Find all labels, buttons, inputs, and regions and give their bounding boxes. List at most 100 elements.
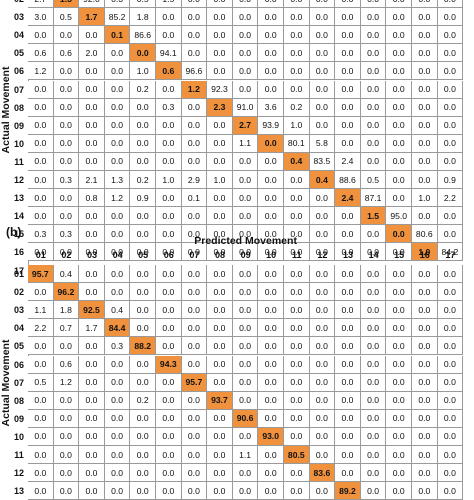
matrix-cell: 0.0 bbox=[181, 207, 208, 226]
matrix-cell: 0.0 bbox=[284, 464, 310, 483]
matrix-cell: 0.0 bbox=[258, 8, 284, 27]
matrix-cell-diagonal: 83.6 bbox=[309, 464, 336, 483]
matrix-cell: 0.0 bbox=[258, 0, 284, 9]
matrix-cell: 3.0 bbox=[28, 8, 54, 27]
matrix-cell: 0.0 bbox=[309, 0, 336, 9]
row-header: 05 bbox=[13, 48, 24, 59]
matrix-cell: 0.0 bbox=[53, 482, 80, 500]
matrix-cell: 0.0 bbox=[156, 152, 182, 171]
matrix-cell: 0.5 bbox=[28, 373, 54, 392]
matrix-cell: 0.0 bbox=[258, 243, 284, 262]
matrix-cell: 2.7 bbox=[28, 0, 54, 9]
matrix-cell: 0.0 bbox=[360, 98, 387, 117]
matrix-cell: 0.0 bbox=[258, 207, 284, 226]
matrix-cell: 0.0 bbox=[360, 319, 387, 338]
matrix-cell-diagonal: 0.0 bbox=[386, 225, 412, 244]
matrix-cell: 0.0 bbox=[360, 265, 387, 284]
matrix-cell: 0.0 bbox=[79, 225, 105, 244]
matrix-cell: 0.0 bbox=[309, 62, 336, 81]
matrix-cell: 0.0 bbox=[309, 427, 336, 446]
matrix-cell: 0.0 bbox=[386, 409, 412, 428]
matrix-cell: 0.0 bbox=[360, 26, 387, 45]
matrix-cell: 0.0 bbox=[258, 373, 284, 392]
matrix-cell: 0.0 bbox=[53, 243, 80, 262]
row-header: 13 bbox=[13, 193, 24, 204]
matrix-cell: 0.0 bbox=[309, 482, 336, 500]
matrix-cell: 2.2 bbox=[28, 319, 54, 338]
matrix-cell: 0.0 bbox=[156, 391, 182, 410]
matrix-cell: 1.2 bbox=[28, 62, 54, 81]
matrix-cell: 0.0 bbox=[28, 427, 54, 446]
matrix-cell: 0.0 bbox=[156, 243, 182, 262]
matrix-cell: 0.0 bbox=[28, 482, 54, 500]
matrix-cell: 0.0 bbox=[258, 464, 284, 483]
matrix-cell: 0.0 bbox=[284, 337, 310, 356]
matrix-cell: 2.4 bbox=[335, 152, 361, 171]
matrix-cell: 0.0 bbox=[181, 301, 208, 320]
matrix-cell: 0.0 bbox=[309, 283, 336, 302]
matrix-cell: 0.0 bbox=[309, 80, 336, 99]
matrix-cell: 0.0 bbox=[181, 337, 208, 356]
row-header: 17 bbox=[13, 265, 24, 276]
matrix-cell: 0.0 bbox=[130, 225, 156, 244]
matrix-cell: 91.0 bbox=[232, 98, 259, 117]
matrix-cell: 0.0 bbox=[232, 152, 259, 171]
matrix-cell: 0.0 bbox=[181, 8, 208, 27]
matrix-cell: 0.0 bbox=[360, 152, 387, 171]
column-header: 08 bbox=[214, 250, 225, 260]
matrix-cell: 0.0 bbox=[232, 8, 259, 27]
matrix-cell: 0.0 bbox=[258, 409, 284, 428]
matrix-cell: 0.0 bbox=[130, 116, 156, 135]
matrix-cell: 0.0 bbox=[130, 409, 156, 428]
matrix-cell: 0.0 bbox=[412, 152, 438, 171]
matrix-cell: 0.0 bbox=[79, 243, 105, 262]
matrix-cell: 0.0 bbox=[207, 225, 233, 244]
matrix-cell: 0.0 bbox=[232, 427, 259, 446]
matrix-cell-diagonal: 92.5 bbox=[79, 301, 105, 320]
matrix-cell: 0.0 bbox=[104, 152, 131, 171]
matrix-cell: 0.0 bbox=[207, 207, 233, 226]
matrix-cell: 0.0 bbox=[28, 446, 54, 465]
matrix-cell: 0.0 bbox=[181, 464, 208, 483]
matrix-cell-diagonal: 95.7 bbox=[28, 265, 54, 284]
matrix-cell: 0.0 bbox=[284, 482, 310, 500]
matrix-cell: 0.0 bbox=[360, 373, 387, 392]
matrix-cell: 1.2 bbox=[104, 189, 131, 208]
matrix-cell: 0.0 bbox=[284, 301, 310, 320]
matrix-cell-diagonal: 0.1 bbox=[104, 26, 131, 45]
matrix-cell: 0.0 bbox=[412, 373, 438, 392]
matrix-cell: 0.0 bbox=[437, 265, 464, 284]
matrix-cell: 0.0 bbox=[309, 409, 336, 428]
matrix-cell: 0.0 bbox=[412, 171, 438, 190]
matrix-cell: 0.3 bbox=[28, 225, 54, 244]
matrix-cell: 0.0 bbox=[156, 225, 182, 244]
matrix-cell: 0.0 bbox=[386, 427, 412, 446]
matrix-cell: 0.0 bbox=[412, 283, 438, 302]
matrix-cell: 0.0 bbox=[309, 446, 336, 465]
matrix-cell: 0.0 bbox=[130, 152, 156, 171]
matrix-cell: 0.0 bbox=[284, 355, 310, 374]
row-header: 11 bbox=[14, 156, 24, 167]
row-header: 12 bbox=[13, 175, 24, 186]
matrix-cell-diagonal: 1.0 bbox=[412, 243, 438, 262]
row-header: 15 bbox=[13, 229, 24, 240]
matrix-cell: 0.0 bbox=[232, 44, 259, 63]
matrix-cell: 1.7 bbox=[79, 319, 105, 338]
matrix-cell: 0.0 bbox=[207, 319, 233, 338]
matrix-cell: 0.0 bbox=[386, 243, 412, 262]
matrix-cell: 0.0 bbox=[79, 80, 105, 99]
matrix-cell: 0.0 bbox=[437, 225, 464, 244]
matrix-cell: 0.0 bbox=[207, 409, 233, 428]
row-header: 10 bbox=[13, 431, 24, 442]
matrix-cell: 0.0 bbox=[360, 409, 387, 428]
matrix-cell: 0.0 bbox=[207, 283, 233, 302]
column-header: 09 bbox=[240, 250, 251, 260]
matrix-cell: 0.0 bbox=[79, 98, 105, 117]
column-header: 05 bbox=[138, 250, 149, 260]
matrix-cell: 0.0 bbox=[412, 8, 438, 27]
matrix-cell: 0.0 bbox=[258, 171, 284, 190]
matrix-cell: 0.0 bbox=[232, 207, 259, 226]
matrix-cell: 0.0 bbox=[335, 62, 361, 81]
matrix-cell-diagonal: 0.4 bbox=[284, 152, 310, 171]
matrix-cell: 0.0 bbox=[104, 427, 131, 446]
